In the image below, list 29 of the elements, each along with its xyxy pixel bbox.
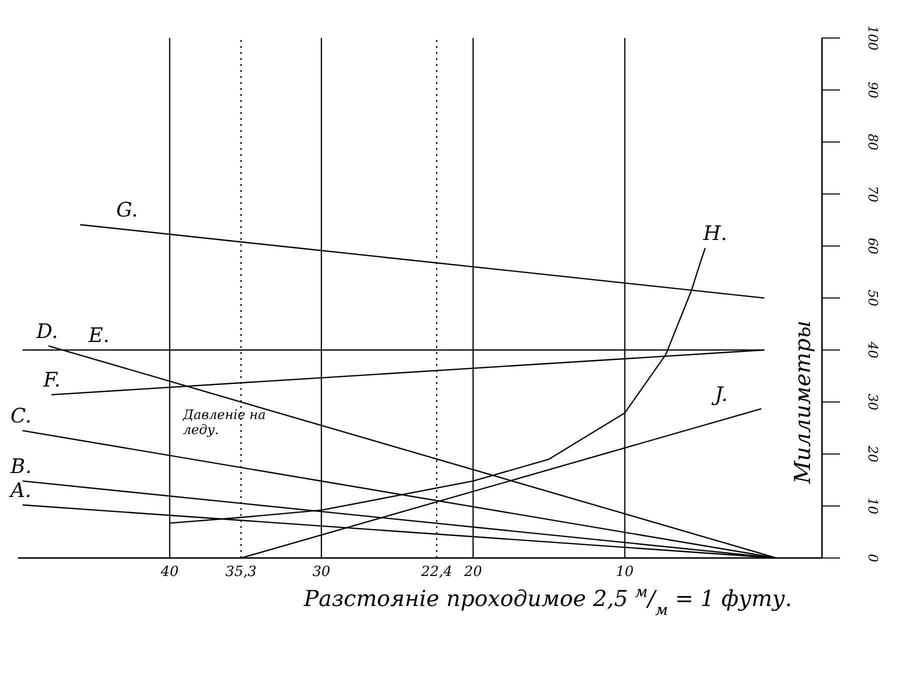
y-tick-label: 40 — [864, 340, 880, 358]
y-tick-label: 50 — [864, 290, 880, 306]
y-tick-label: 80 — [864, 134, 880, 150]
y-tick-label: 100 — [864, 26, 880, 50]
y-tick-label: 60 — [864, 238, 880, 254]
y-tick-label: 10 — [864, 498, 880, 514]
series-label: D. — [35, 318, 58, 343]
x-axis-title: Разстояніе проходимое 2,5 $^{м}$/$_{м}$ = 1 футу. — [302, 583, 792, 619]
y-tick-label: 0 — [864, 554, 880, 562]
x-tick-label: 22,4 — [420, 564, 452, 580]
annotation: Давленіе на леду. — [183, 408, 267, 438]
series-label: C. — [10, 404, 32, 428]
series-label: J. — [710, 382, 728, 406]
y-tick-label: 30 — [864, 394, 880, 410]
series-label: G. — [116, 198, 138, 222]
series-label: E. — [88, 323, 110, 347]
series-label: A. — [8, 478, 32, 502]
x-tick-label: 30 — [312, 564, 330, 580]
x-tick-label: 10 — [616, 564, 634, 580]
series-label: B. — [10, 454, 32, 478]
y-tick-label: 90 — [864, 82, 880, 98]
y-axis-title: Миллиметры — [791, 320, 816, 485]
y-tick-label: 70 — [864, 186, 880, 202]
series-label: F. — [42, 368, 60, 392]
x-tick-label: 35,3 — [225, 564, 257, 580]
y-tick-label: 20 — [864, 444, 880, 462]
x-tick-label: 20 — [463, 564, 482, 580]
x-tick-label: 40 — [160, 564, 179, 580]
series-label: H. — [702, 221, 728, 246]
